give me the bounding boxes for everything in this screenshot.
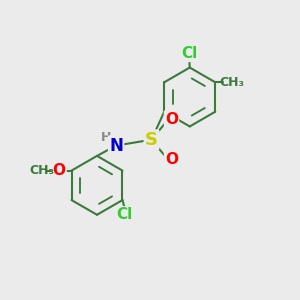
Text: Cl: Cl bbox=[181, 46, 197, 61]
Text: S: S bbox=[145, 131, 158, 149]
Text: O: O bbox=[165, 152, 178, 167]
Text: O: O bbox=[165, 112, 178, 127]
Text: O: O bbox=[52, 163, 66, 178]
Text: H: H bbox=[100, 131, 111, 144]
Text: N: N bbox=[109, 136, 123, 154]
Text: CH₃: CH₃ bbox=[219, 76, 244, 89]
Text: Cl: Cl bbox=[117, 207, 133, 222]
Text: CH₃: CH₃ bbox=[29, 164, 54, 177]
